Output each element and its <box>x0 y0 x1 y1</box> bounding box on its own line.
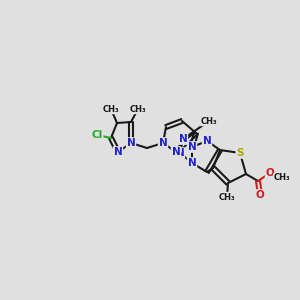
Text: O: O <box>256 190 264 200</box>
Text: CH₃: CH₃ <box>130 104 146 113</box>
Text: N: N <box>159 138 167 148</box>
Text: Cl: Cl <box>92 130 103 140</box>
Text: CH₃: CH₃ <box>219 193 235 202</box>
Text: N: N <box>127 138 135 148</box>
Text: CH₃: CH₃ <box>103 104 119 113</box>
Text: CH₃: CH₃ <box>201 116 217 125</box>
Text: CH₃: CH₃ <box>274 173 290 182</box>
Text: N: N <box>172 147 180 157</box>
Text: O: O <box>266 168 274 178</box>
Text: N: N <box>188 158 196 168</box>
Text: N: N <box>188 142 196 152</box>
Text: N: N <box>114 147 122 157</box>
Text: S: S <box>236 148 244 158</box>
Text: N: N <box>176 148 184 158</box>
Text: N: N <box>178 134 188 144</box>
Text: N: N <box>202 136 211 146</box>
